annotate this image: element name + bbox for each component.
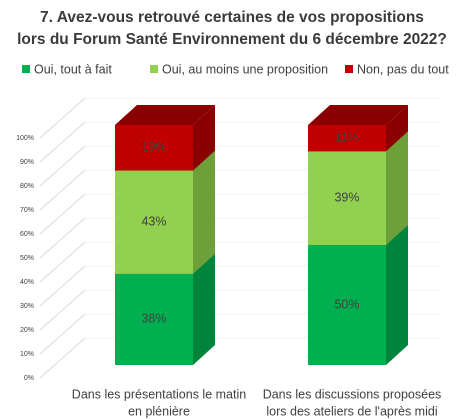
- bar-side: [193, 105, 215, 171]
- grid-line: [39, 193, 86, 235]
- grid-line: [39, 97, 86, 139]
- bar: [115, 273, 193, 365]
- grid-line: [39, 121, 86, 163]
- y-tick-label: 100%: [16, 135, 34, 142]
- legend-swatch: [150, 65, 158, 73]
- grid-line: [39, 313, 86, 355]
- grid-line: [39, 265, 86, 307]
- y-tick-label: 10%: [20, 351, 34, 358]
- legend-label: Oui, au moins une proposition: [162, 62, 328, 76]
- legend-swatch: [22, 65, 30, 73]
- legend-label: Non, pas du tout: [357, 62, 449, 76]
- x-tick-label: lors des ateliers de l'après midi: [266, 404, 437, 418]
- y-tick-label: 60%: [20, 231, 34, 238]
- y-tick-label: 70%: [20, 207, 34, 214]
- bar-top: [115, 105, 215, 125]
- x-tick-label: en plénière: [128, 404, 190, 418]
- y-tick-label: 0%: [24, 375, 34, 382]
- grid-line: [39, 169, 86, 211]
- x-tick-label: Dans les présentations le matin: [72, 387, 246, 401]
- y-tick-label: 80%: [20, 183, 34, 190]
- y-tick-label: 30%: [20, 303, 34, 310]
- grid-line: [39, 145, 86, 187]
- grid-line: [39, 241, 86, 283]
- y-tick-label: 90%: [20, 159, 34, 166]
- value-label: 39%: [334, 190, 359, 204]
- value-label: 11%: [335, 130, 359, 144]
- chart-title: lors du Forum Santé Environnement du 6 d…: [17, 31, 447, 48]
- bar-side: [386, 105, 408, 152]
- y-tick-label: 50%: [20, 255, 34, 262]
- bar-side: [193, 150, 215, 274]
- bar-top: [308, 105, 408, 125]
- value-label: 19%: [141, 140, 166, 154]
- bar-side: [193, 253, 215, 365]
- bar: [308, 245, 386, 365]
- bar-side: [386, 131, 408, 245]
- chart-title: 7. Avez-vous retrouvé certaines de vos p…: [40, 9, 424, 26]
- bar-side: [386, 225, 408, 365]
- grid-line: [39, 217, 86, 259]
- bar: [115, 125, 193, 171]
- value-label: 38%: [141, 312, 166, 326]
- bar: [308, 125, 386, 152]
- value-label: 43%: [141, 214, 166, 228]
- legend-swatch: [345, 65, 353, 73]
- y-tick-label: 20%: [20, 327, 34, 334]
- x-tick-label: Dans les discussions proposées: [263, 387, 442, 401]
- y-tick-label: 40%: [20, 279, 34, 286]
- value-label: 50%: [334, 297, 359, 311]
- bar: [308, 151, 386, 245]
- bar: [115, 170, 193, 274]
- grid-line: [39, 289, 86, 331]
- legend-label: Oui, tout à fait: [34, 62, 112, 76]
- grid-line: [39, 337, 86, 379]
